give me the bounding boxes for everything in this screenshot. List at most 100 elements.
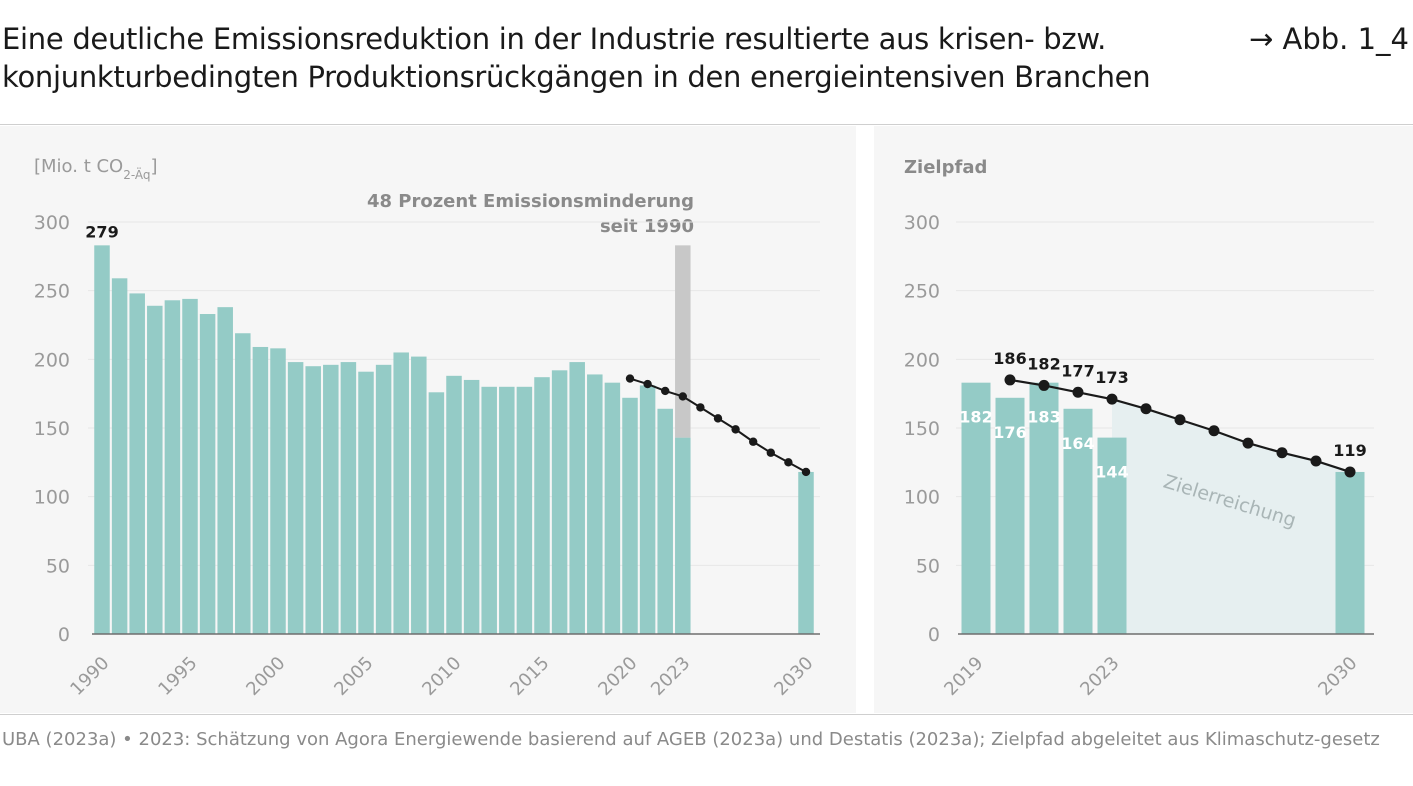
target-path-point xyxy=(1140,403,1152,415)
unit-label: [Mio. t CO2-Äq] xyxy=(34,156,158,182)
bar xyxy=(182,298,198,634)
target-path-point xyxy=(1344,466,1356,478)
y-tick-label: 250 xyxy=(904,281,940,303)
target-path-point xyxy=(749,437,758,446)
x-tick-label: 2015 xyxy=(506,653,553,700)
bar xyxy=(675,437,691,634)
target-path-point xyxy=(661,386,670,396)
bar xyxy=(551,370,568,634)
bar xyxy=(270,348,286,634)
path-value-label: 119 xyxy=(1333,441,1366,460)
bar xyxy=(569,362,585,634)
target-path-line xyxy=(629,377,807,473)
bar xyxy=(657,408,673,634)
bar xyxy=(446,375,462,634)
x-tick-label: 1995 xyxy=(154,653,201,700)
x-tick-label: 2005 xyxy=(330,653,377,700)
target-chart: Zielpfad 050100150200250300Zielerreichun… xyxy=(904,157,1374,700)
target-path-point xyxy=(1106,393,1118,405)
bar xyxy=(428,392,445,634)
y-tick-label: 150 xyxy=(904,418,940,440)
x-tick-label: 2030 xyxy=(770,653,817,700)
reduction-annotation-line1: 48 Prozent Emissionsminderung xyxy=(367,191,694,212)
chart-title-line1: Eine deutliche Emissionsreduktion in der… xyxy=(2,22,1106,56)
bar xyxy=(1097,437,1127,634)
x-tick-label: 2019 xyxy=(940,653,987,700)
y-tick-label: 300 xyxy=(34,212,70,234)
bar-value-label: 183 xyxy=(1027,408,1060,427)
bar xyxy=(798,471,814,634)
chart-title-line2: konjunkturbedingten Produktionsrückgänge… xyxy=(2,60,1151,94)
bar xyxy=(199,314,216,634)
target-path-point xyxy=(731,425,740,434)
y-tick-label: 300 xyxy=(904,212,940,234)
bar xyxy=(622,397,638,634)
path-value-label: 182 xyxy=(1027,354,1060,373)
bar xyxy=(358,371,374,634)
bar xyxy=(287,362,304,634)
path-value-label: 173 xyxy=(1095,368,1128,387)
bar xyxy=(516,386,533,634)
bar xyxy=(587,374,603,634)
bar xyxy=(499,386,515,634)
y-tick-label: 100 xyxy=(34,487,70,509)
target-path-point xyxy=(801,467,811,477)
bar xyxy=(94,245,110,634)
value-label: 279 xyxy=(85,222,118,241)
bar xyxy=(235,333,251,634)
x-tick-label: 2020 xyxy=(594,653,641,700)
target-path-point xyxy=(1242,437,1254,449)
bar xyxy=(393,352,409,634)
bar xyxy=(111,278,128,634)
bar-value-label: 144 xyxy=(1095,463,1128,482)
x-tick-label: 2030 xyxy=(1314,653,1361,700)
main-chart: [Mio. t CO2-Äq] 48 Prozent Emissionsmind… xyxy=(34,156,820,700)
target-path-point xyxy=(1174,414,1186,426)
y-tick-label: 50 xyxy=(46,555,70,577)
bar-value-label: 164 xyxy=(1061,434,1094,453)
target-path-point xyxy=(1072,386,1084,398)
figure-reference: → Abb. 1_4 xyxy=(1248,22,1409,56)
bar xyxy=(961,382,991,634)
bottom-divider xyxy=(0,714,1413,715)
path-value-label: 177 xyxy=(1061,361,1094,380)
reduction-annotation-line2: seit 1990 xyxy=(600,216,694,237)
bar xyxy=(375,364,392,634)
target-path-point xyxy=(643,379,652,389)
y-tick-label: 250 xyxy=(34,281,70,303)
target-path-point xyxy=(678,392,687,401)
bar-value-label: 182 xyxy=(959,408,992,427)
x-tick-label: 2023 xyxy=(1076,653,1123,700)
target-path-point xyxy=(713,414,723,423)
target-area xyxy=(1112,399,1350,634)
target-chart-title: Zielpfad xyxy=(904,157,987,178)
bar xyxy=(411,356,427,634)
y-tick-label: 0 xyxy=(58,624,70,646)
reduction-bar xyxy=(675,245,691,438)
x-tick-label: 2023 xyxy=(647,653,694,700)
target-path-point xyxy=(625,374,635,383)
bar xyxy=(604,382,621,634)
bar xyxy=(1029,382,1059,634)
bar xyxy=(1335,471,1365,634)
y-tick-label: 0 xyxy=(928,624,940,646)
bar xyxy=(164,300,181,634)
path-value-label: 186 xyxy=(993,349,1026,368)
bar xyxy=(305,366,321,634)
bar xyxy=(639,385,656,634)
target-path-point xyxy=(1004,374,1016,386)
target-path-point xyxy=(766,448,775,457)
chart-title: Eine deutliche Emissionsreduktion in der… xyxy=(2,20,1242,96)
target-path-point xyxy=(1208,425,1220,437)
bar xyxy=(129,293,145,634)
bar xyxy=(463,379,480,634)
target-path-point xyxy=(784,458,793,467)
bar-value-label: 176 xyxy=(993,423,1026,442)
target-path-point xyxy=(1276,447,1288,459)
bar xyxy=(534,377,550,634)
target-path-point xyxy=(1038,379,1050,391)
target-path-point xyxy=(1310,455,1322,467)
y-tick-label: 50 xyxy=(916,555,940,577)
target-path-point xyxy=(696,403,705,412)
bar xyxy=(340,362,357,634)
